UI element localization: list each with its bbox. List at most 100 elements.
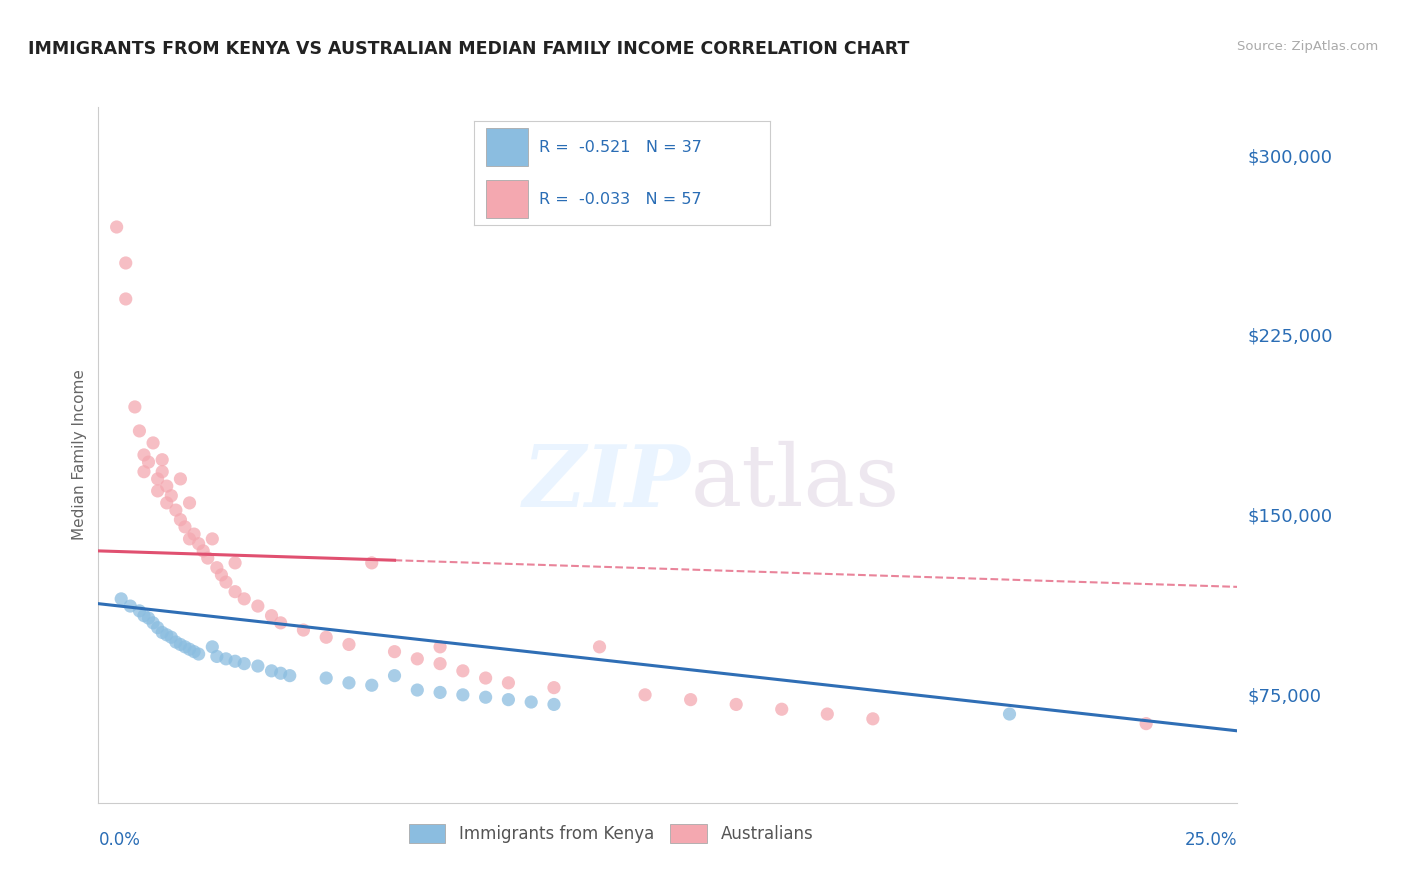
Point bbox=[156, 479, 179, 493]
Point bbox=[142, 615, 165, 630]
Point bbox=[128, 424, 150, 438]
Point bbox=[132, 465, 155, 479]
Point bbox=[142, 436, 165, 450]
Point bbox=[270, 615, 292, 630]
Point bbox=[429, 685, 451, 699]
Point bbox=[224, 556, 246, 570]
Point bbox=[246, 659, 269, 673]
Point bbox=[132, 448, 155, 462]
Point bbox=[169, 637, 191, 651]
Point bbox=[124, 400, 146, 414]
Point bbox=[224, 584, 246, 599]
Point bbox=[451, 688, 474, 702]
Point bbox=[520, 695, 543, 709]
Point bbox=[174, 520, 197, 534]
Point bbox=[224, 654, 246, 668]
Y-axis label: Median Family Income: Median Family Income bbox=[72, 369, 87, 541]
Point bbox=[315, 671, 337, 685]
Point bbox=[150, 452, 173, 467]
Text: IMMIGRANTS FROM KENYA VS AUSTRALIAN MEDIAN FAMILY INCOME CORRELATION CHART: IMMIGRANTS FROM KENYA VS AUSTRALIAN MEDI… bbox=[28, 40, 910, 58]
Point bbox=[128, 604, 150, 618]
Point bbox=[474, 690, 496, 705]
Point bbox=[406, 683, 429, 698]
Point bbox=[197, 551, 219, 566]
Point bbox=[215, 652, 238, 666]
Point bbox=[998, 706, 1021, 721]
Point bbox=[179, 532, 201, 546]
Point bbox=[270, 666, 292, 681]
Text: 25.0%: 25.0% bbox=[1185, 830, 1237, 848]
Point bbox=[146, 472, 169, 486]
Legend: Immigrants from Kenya, Australians: Immigrants from Kenya, Australians bbox=[402, 818, 820, 850]
Point bbox=[498, 692, 520, 706]
Point bbox=[1135, 716, 1157, 731]
Point bbox=[815, 706, 838, 721]
Point bbox=[543, 681, 565, 695]
Point bbox=[169, 472, 191, 486]
Point bbox=[183, 527, 205, 541]
Point bbox=[150, 465, 173, 479]
Point bbox=[725, 698, 748, 712]
Point bbox=[132, 608, 155, 623]
Point bbox=[160, 489, 183, 503]
Point bbox=[110, 591, 132, 606]
Point bbox=[187, 537, 209, 551]
Point bbox=[179, 496, 201, 510]
Point bbox=[233, 657, 256, 671]
Point bbox=[260, 608, 283, 623]
Point bbox=[498, 676, 520, 690]
Point bbox=[160, 630, 183, 644]
Point bbox=[543, 698, 565, 712]
Point bbox=[165, 635, 187, 649]
Point bbox=[179, 642, 201, 657]
Point bbox=[169, 513, 191, 527]
Point bbox=[187, 647, 209, 661]
Point bbox=[278, 668, 301, 682]
Point bbox=[315, 630, 337, 644]
Point bbox=[429, 640, 451, 654]
Point bbox=[150, 625, 173, 640]
Point bbox=[292, 623, 315, 637]
Point bbox=[679, 692, 702, 706]
Point bbox=[146, 483, 169, 498]
Point bbox=[770, 702, 793, 716]
Point bbox=[246, 599, 269, 613]
Point bbox=[114, 292, 136, 306]
Point bbox=[201, 532, 224, 546]
Point bbox=[120, 599, 142, 613]
Point bbox=[156, 496, 179, 510]
Point bbox=[384, 645, 406, 659]
Point bbox=[862, 712, 884, 726]
Point bbox=[233, 591, 256, 606]
Point bbox=[360, 556, 382, 570]
Text: atlas: atlas bbox=[690, 442, 900, 524]
Point bbox=[209, 567, 232, 582]
Text: Source: ZipAtlas.com: Source: ZipAtlas.com bbox=[1237, 40, 1378, 54]
Point bbox=[205, 649, 228, 664]
Point bbox=[146, 621, 169, 635]
Point bbox=[337, 637, 360, 651]
Point bbox=[138, 611, 160, 625]
Text: ZIP: ZIP bbox=[523, 441, 690, 524]
Point bbox=[183, 645, 205, 659]
Point bbox=[384, 668, 406, 682]
Point bbox=[156, 628, 179, 642]
Point bbox=[138, 455, 160, 469]
Point bbox=[260, 664, 283, 678]
Point bbox=[451, 664, 474, 678]
Point bbox=[588, 640, 610, 654]
Point bbox=[360, 678, 382, 692]
Point bbox=[201, 640, 224, 654]
Point bbox=[105, 219, 128, 234]
Point bbox=[337, 676, 360, 690]
Point bbox=[406, 652, 429, 666]
Point bbox=[429, 657, 451, 671]
Point bbox=[634, 688, 657, 702]
Point bbox=[165, 503, 187, 517]
Point bbox=[205, 560, 228, 574]
Point bbox=[114, 256, 136, 270]
Point bbox=[474, 671, 496, 685]
Point bbox=[215, 575, 238, 590]
Point bbox=[174, 640, 197, 654]
Text: 0.0%: 0.0% bbox=[98, 830, 141, 848]
